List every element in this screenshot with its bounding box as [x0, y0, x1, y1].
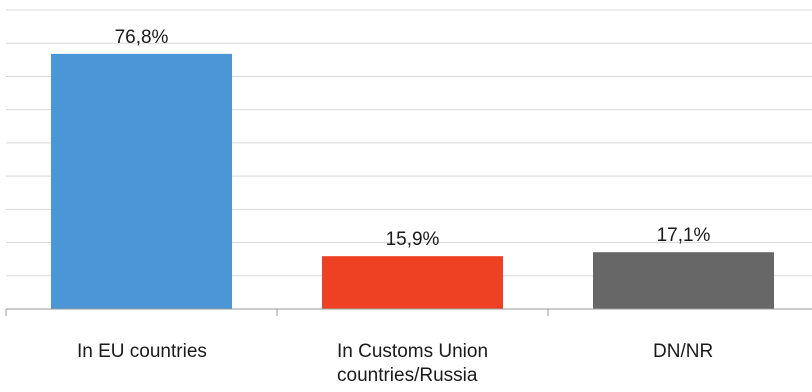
bar: [51, 53, 232, 309]
x-axis-ticks: [5, 309, 549, 316]
category-label-line: DN/NR: [653, 341, 714, 362]
data-label: 76,8%: [115, 27, 169, 48]
bars: [51, 53, 774, 309]
category-label: DN/NR: [653, 340, 718, 364]
category-label: In EU countries: [77, 340, 211, 364]
category-label: In Customs Union countries/Russia: [337, 340, 493, 388]
bar: [593, 252, 774, 309]
category-label-line: countries/Russia: [337, 365, 478, 386]
data-label: 15,9%: [386, 229, 440, 250]
data-label: 17,1%: [657, 225, 711, 246]
bar: [322, 256, 503, 309]
value-labels: 76,8% 15,9% 17,1%: [115, 27, 711, 250]
category-label-line: In Customs Union: [337, 341, 489, 362]
category-label-line: In EU countries: [77, 341, 207, 362]
